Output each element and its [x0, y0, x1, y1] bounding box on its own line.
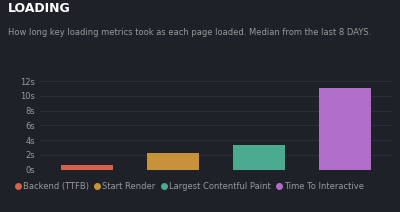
Text: LOADING: LOADING	[8, 2, 71, 15]
Bar	[319, 88, 370, 170]
Bar	[233, 145, 285, 170]
Bar	[62, 165, 113, 170]
Legend: Backend (TTFB), Start Render, Largest Contentful Paint, Time To Interactive: Backend (TTFB), Start Render, Largest Co…	[16, 182, 364, 191]
Text: How long key loading metrics took as each page loaded. Median from the last 8 DA: How long key loading metrics took as eac…	[8, 28, 371, 36]
Bar	[147, 153, 199, 170]
